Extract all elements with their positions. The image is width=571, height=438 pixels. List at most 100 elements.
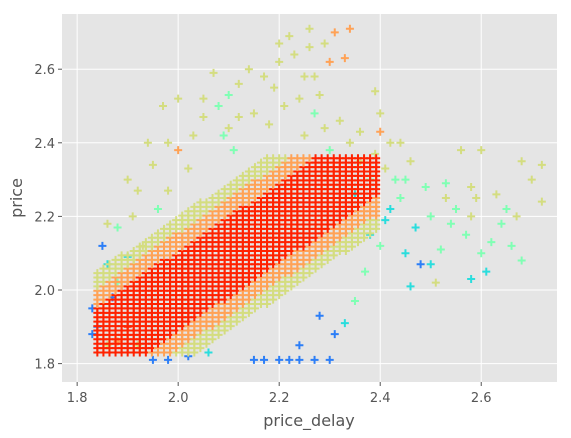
data-point: [345, 138, 354, 147]
data-point: [416, 260, 425, 269]
data-point: [492, 190, 501, 199]
data-point: [310, 109, 319, 118]
data-point: [280, 102, 289, 110]
data-point: [148, 160, 157, 169]
data-point: [229, 146, 238, 155]
data-point: [300, 131, 309, 140]
data-point: [502, 205, 511, 214]
data-point: [164, 355, 173, 364]
y-tick-label: 2.6: [34, 63, 55, 78]
y-tick-label: 2.2: [34, 210, 55, 225]
data-point: [411, 223, 420, 232]
y-axis-ticks: 1.8 2.0 2.2 2.4 2.6: [34, 63, 62, 373]
data-point: [315, 311, 324, 320]
data-point: [295, 355, 304, 364]
data-point: [507, 241, 516, 250]
data-point: [164, 186, 173, 195]
data-point: [224, 124, 233, 133]
data-point: [133, 186, 142, 195]
data-point: [472, 194, 481, 202]
x-tick-label: 2.6: [471, 391, 492, 406]
data-point: [477, 249, 486, 258]
data-point: [421, 182, 430, 191]
data-point: [305, 43, 314, 52]
data-point: [290, 50, 299, 59]
data-point: [300, 72, 309, 81]
data-point: [441, 194, 450, 202]
data-point: [356, 127, 365, 136]
data-point: [330, 330, 339, 339]
data-point: [376, 127, 385, 136]
data-point: [123, 175, 132, 184]
data-point: [381, 164, 390, 173]
data-point: [295, 341, 304, 350]
data-point: [285, 355, 294, 364]
data-point: [310, 72, 319, 81]
data-point: [260, 355, 269, 364]
data-point: [224, 90, 233, 99]
x-tick-label: 1.8: [67, 391, 88, 406]
data-point: [436, 245, 445, 254]
data-point: [260, 72, 269, 81]
data-point: [441, 179, 450, 188]
data-point: [153, 205, 162, 214]
data-point: [174, 94, 183, 103]
data-point: [512, 212, 521, 221]
data-points: [88, 24, 546, 364]
data-point: [219, 131, 228, 140]
data-point: [467, 274, 476, 283]
data-point: [517, 157, 526, 166]
x-axis-ticks: 1.8 2.0 2.2 2.4 2.6: [67, 382, 492, 406]
data-point: [295, 94, 304, 103]
data-point: [325, 355, 334, 364]
data-point: [467, 212, 476, 221]
data-point: [376, 241, 385, 250]
data-point: [174, 146, 183, 155]
data-point: [431, 278, 440, 287]
data-point: [199, 113, 208, 122]
y-tick-label: 2.4: [34, 137, 55, 152]
data-point: [406, 157, 415, 166]
data-point: [361, 267, 370, 276]
data-point: [537, 160, 546, 169]
data-point: [113, 223, 122, 232]
data-point: [376, 109, 385, 118]
data-point: [396, 194, 405, 202]
data-point: [159, 102, 168, 110]
data-point: [426, 260, 435, 269]
data-point: [209, 68, 218, 77]
data-point: [285, 32, 294, 41]
data-point: [320, 124, 329, 133]
data-point: [340, 54, 349, 63]
data-point: [391, 175, 400, 184]
data-point: [265, 120, 274, 129]
data-point: [487, 238, 496, 247]
data-point: [199, 94, 208, 103]
data-point: [517, 256, 526, 265]
y-tick-label: 1.8: [34, 358, 55, 373]
data-point: [330, 28, 339, 37]
data-point: [148, 355, 157, 364]
data-point: [275, 39, 284, 48]
data-point: [325, 57, 334, 66]
data-point: [386, 138, 395, 147]
data-point: [467, 182, 476, 191]
y-tick-label: 2.0: [34, 284, 55, 299]
data-point: [275, 57, 284, 66]
x-tick-label: 2.4: [370, 391, 391, 406]
data-point: [305, 24, 314, 33]
data-point: [214, 102, 223, 110]
data-point: [98, 241, 107, 250]
data-point: [204, 348, 213, 357]
data-point: [497, 219, 506, 228]
data-point: [184, 164, 193, 173]
data-point: [537, 197, 546, 206]
data-point: [371, 149, 380, 158]
data-point: [372, 154, 381, 163]
data-point: [320, 39, 329, 48]
x-axis-label: price_delay: [263, 411, 355, 431]
data-point: [386, 205, 395, 214]
data-point: [371, 87, 380, 96]
data-point: [164, 138, 173, 147]
